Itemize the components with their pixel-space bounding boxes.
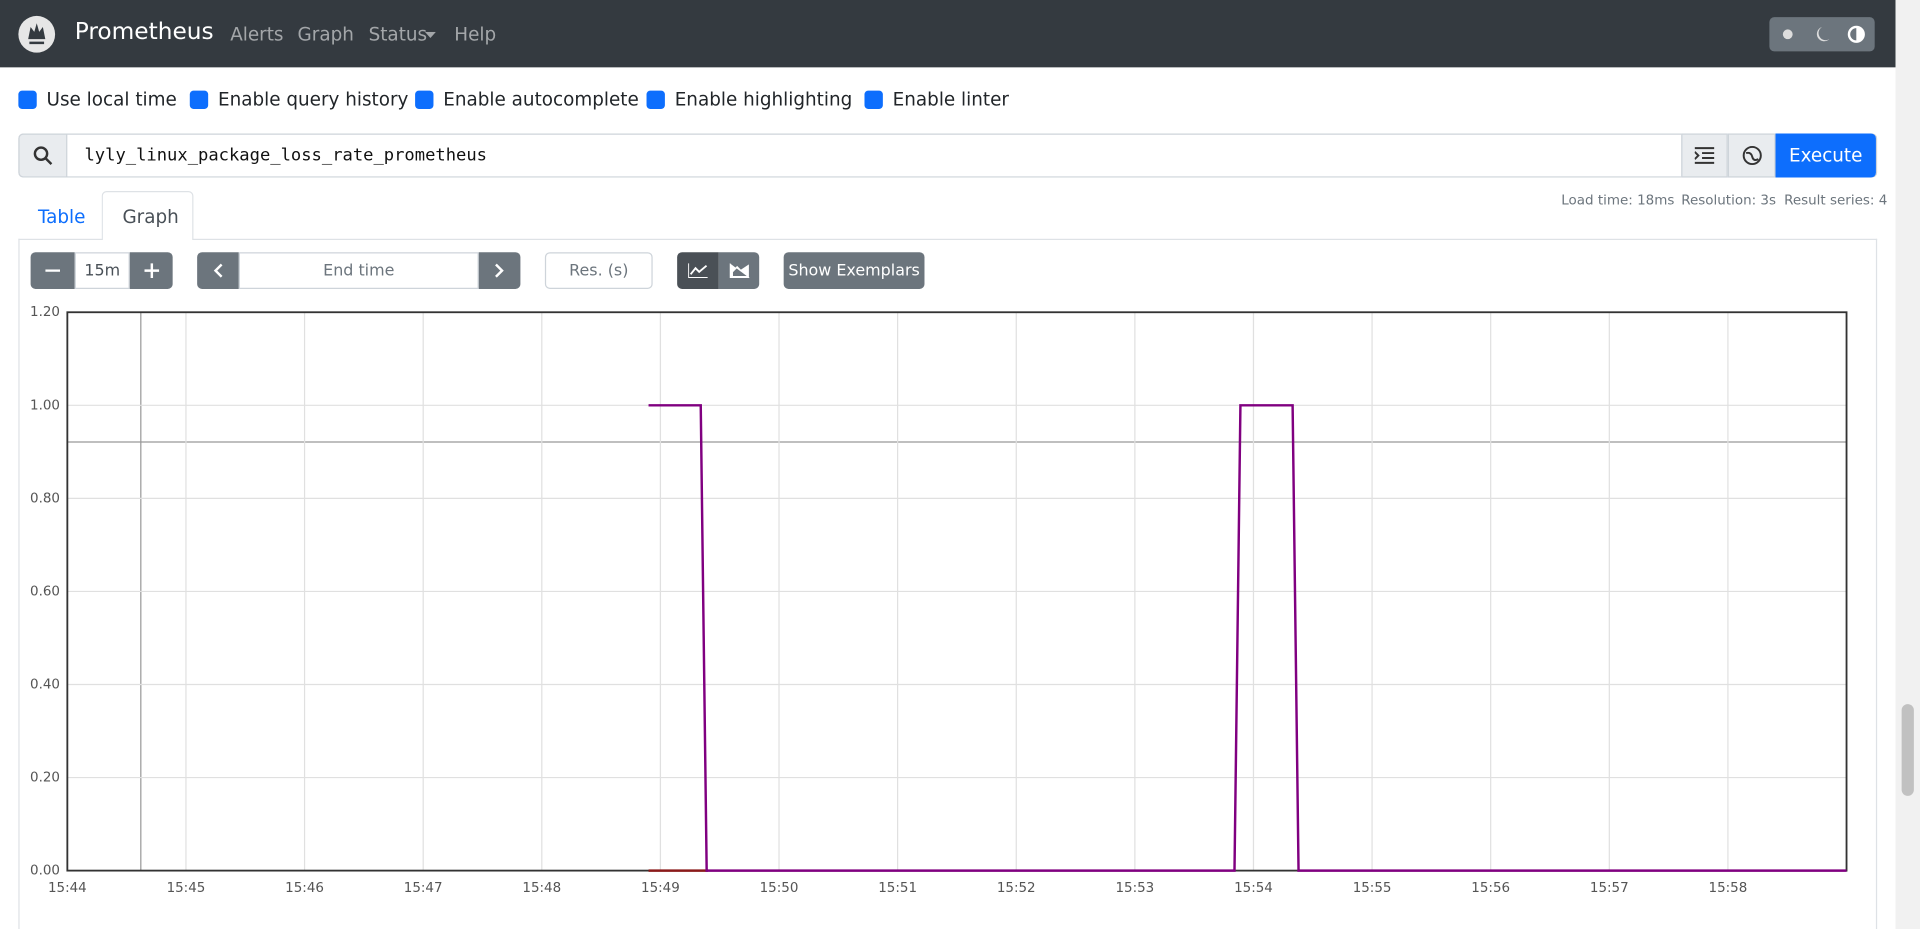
y-tick-label: 1.20 bbox=[30, 305, 60, 320]
range-minus[interactable] bbox=[30, 252, 75, 289]
y-tick-label: 0.00 bbox=[30, 864, 60, 879]
y-tick-label: 0.80 bbox=[30, 491, 60, 506]
stacked-button[interactable] bbox=[718, 252, 760, 289]
x-tick-label: 15:44 bbox=[48, 881, 87, 896]
range-plus[interactable] bbox=[129, 252, 173, 289]
metrics-explorer-button[interactable] bbox=[1727, 133, 1776, 178]
resolution-input[interactable]: Res. (s) bbox=[544, 252, 653, 289]
checkbox[interactable] bbox=[646, 90, 665, 109]
graph-panel bbox=[18, 238, 1878, 929]
brand[interactable]: Prometheus bbox=[74, 18, 214, 46]
option-label[interactable]: Enable autocomplete bbox=[443, 88, 639, 111]
tab-line bbox=[18, 238, 1878, 241]
nav-link[interactable]: Graph bbox=[297, 23, 354, 46]
x-tick-label: 15:58 bbox=[1709, 881, 1748, 896]
execute-button[interactable]: Execute bbox=[1775, 133, 1876, 178]
x-tick-label: 15:47 bbox=[404, 881, 443, 896]
stat: Load time: 18ms bbox=[1561, 192, 1675, 209]
nav-link[interactable]: Alerts bbox=[230, 23, 284, 46]
checkbox[interactable] bbox=[415, 90, 434, 109]
caret bbox=[424, 31, 436, 38]
stat: Resolution: 3s bbox=[1681, 192, 1777, 209]
x-tick-label: 15:57 bbox=[1590, 881, 1629, 896]
tab[interactable]: Table bbox=[37, 205, 86, 228]
search-icon bbox=[18, 133, 68, 178]
x-tick-label: 15:45 bbox=[167, 881, 206, 896]
x-tick-label: 15:50 bbox=[760, 881, 799, 896]
checkbox[interactable] bbox=[18, 90, 37, 109]
nav-link[interactable]: Status bbox=[368, 23, 428, 46]
stat: Result series: 4 bbox=[1784, 192, 1888, 209]
scroll-thumb[interactable] bbox=[1901, 704, 1914, 796]
end-time-input[interactable]: End time bbox=[238, 252, 479, 289]
logo bbox=[18, 15, 56, 53]
x-tick-label: 15:56 bbox=[1471, 881, 1510, 896]
option-label[interactable]: Enable highlighting bbox=[674, 88, 853, 111]
x-tick-label: 15:55 bbox=[1353, 881, 1392, 896]
theme-icons bbox=[1782, 25, 1865, 43]
x-tick-label: 15:54 bbox=[1234, 881, 1273, 896]
x-tick-label: 15:46 bbox=[285, 881, 324, 896]
series-line bbox=[648, 404, 1847, 872]
y-tick-label: 1.00 bbox=[30, 398, 60, 413]
x-tick-label: 15:48 bbox=[522, 881, 561, 896]
end-prev[interactable] bbox=[197, 252, 239, 289]
option-label[interactable]: Use local time bbox=[46, 88, 177, 111]
y-tick-label: 0.40 bbox=[30, 677, 60, 692]
x-tick-label: 15:52 bbox=[997, 881, 1036, 896]
y-tick-label: 0.60 bbox=[30, 584, 60, 599]
checkbox[interactable] bbox=[189, 90, 209, 109]
navbar bbox=[0, 0, 1896, 68]
x-tick-label: 15:53 bbox=[1115, 881, 1154, 896]
query-input[interactable]: lyly_linux_package_loss_rate_prometheus bbox=[84, 145, 488, 166]
option-label[interactable]: Enable query history bbox=[217, 88, 409, 111]
end-next[interactable] bbox=[478, 252, 521, 289]
x-tick-label: 15:51 bbox=[878, 881, 917, 896]
exemplars-button[interactable]: Show Exemplars bbox=[783, 252, 925, 289]
tab-active[interactable]: Graph bbox=[101, 191, 194, 241]
unstacked-button[interactable] bbox=[677, 252, 719, 289]
range-input[interactable]: 15m bbox=[74, 252, 130, 289]
checkbox[interactable] bbox=[864, 90, 883, 109]
format-button[interactable] bbox=[1681, 133, 1728, 178]
nav-link[interactable]: Help bbox=[454, 23, 497, 46]
x-tick-label: 15:49 bbox=[641, 881, 680, 896]
option-label[interactable]: Enable linter bbox=[892, 88, 1009, 111]
y-tick-label: 0.20 bbox=[30, 771, 60, 786]
